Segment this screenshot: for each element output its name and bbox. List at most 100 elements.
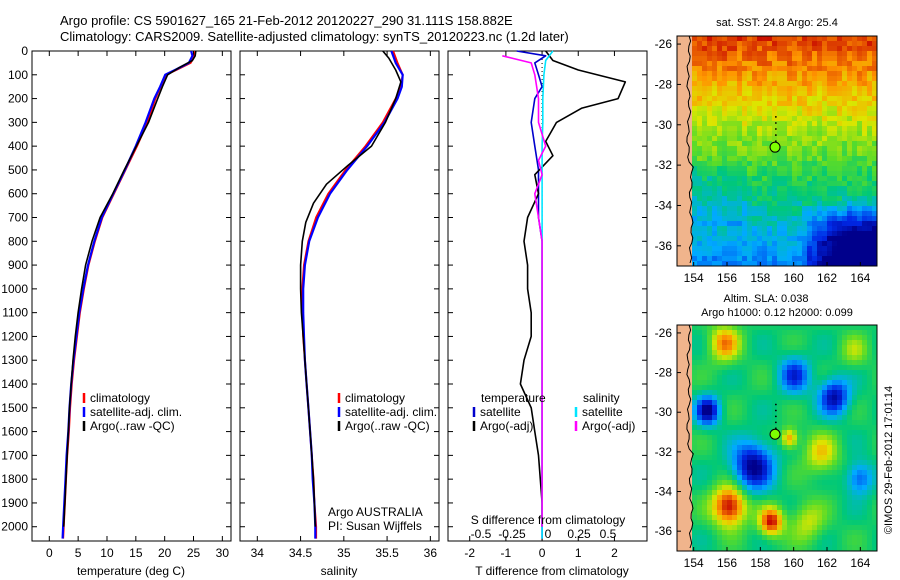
sst-cell xyxy=(682,206,688,212)
sst-cell xyxy=(692,136,698,142)
sla-cell xyxy=(837,355,843,361)
sst-cell xyxy=(757,91,763,97)
sla-cell xyxy=(722,355,728,361)
sla-cell xyxy=(827,440,833,446)
sla-cell xyxy=(812,355,818,361)
sst-cell xyxy=(722,201,728,207)
sst-cell xyxy=(777,86,783,92)
imos-watermark: ©IMOS 29-Feb-2012 17:01:14 xyxy=(883,386,895,534)
sst-cell xyxy=(677,151,683,157)
sla-cell xyxy=(677,465,683,471)
sla-cell xyxy=(707,510,713,516)
sst-cell xyxy=(832,86,838,92)
sla-cell xyxy=(697,430,703,436)
sla-cell xyxy=(837,405,843,411)
sst-cell xyxy=(772,186,778,192)
sla-cell xyxy=(787,375,793,381)
sst-cell xyxy=(822,166,828,172)
sst-cell xyxy=(742,106,748,112)
sla-cell xyxy=(847,440,853,446)
sla-cell xyxy=(732,515,738,521)
sla-cell xyxy=(707,500,713,506)
sla-cell xyxy=(752,475,758,481)
difference-plot-frame xyxy=(447,50,648,542)
sst-cell xyxy=(852,191,858,197)
sla-cell xyxy=(817,515,823,521)
sst-cell xyxy=(867,46,873,52)
sla-cell xyxy=(817,505,823,511)
sst-cell xyxy=(707,251,713,257)
sst-cell xyxy=(692,166,698,172)
sst-cell xyxy=(717,151,723,157)
sst-cell xyxy=(737,236,743,242)
sst-cell xyxy=(702,196,708,202)
sla-cell xyxy=(707,360,713,366)
sla-cell xyxy=(832,405,838,411)
sst-cell xyxy=(717,196,723,202)
sla-cell xyxy=(682,385,688,391)
sst-cell xyxy=(677,226,683,232)
sst-cell xyxy=(872,61,877,67)
sla-cell xyxy=(732,540,738,546)
sst-cell xyxy=(727,131,733,137)
sla-cell xyxy=(802,325,808,331)
sst-cell xyxy=(707,81,713,87)
sla-cell xyxy=(682,430,688,436)
sla-cell xyxy=(867,350,873,356)
sla-cell xyxy=(762,390,768,396)
sst-cell xyxy=(787,166,793,172)
sst-cell xyxy=(732,126,738,132)
sla-cell xyxy=(722,370,728,376)
sla-cell xyxy=(827,395,833,401)
sst-cell xyxy=(717,261,723,266)
sla-cell xyxy=(732,440,738,446)
sst-track-dot xyxy=(774,134,777,136)
sla-cell xyxy=(707,385,713,391)
sla-cell xyxy=(677,545,683,551)
sst-cell xyxy=(692,126,698,132)
sla-coastline xyxy=(686,325,694,549)
sst-cell xyxy=(697,136,703,142)
sla-cell xyxy=(837,490,843,496)
sst-cell xyxy=(792,126,798,132)
sla-cell xyxy=(862,545,868,551)
sst-cell xyxy=(747,156,753,162)
sla-track-dot xyxy=(774,421,777,424)
sla-cell xyxy=(677,325,683,331)
sst-cell xyxy=(697,131,703,137)
sla-cell xyxy=(722,470,728,476)
sst-cell xyxy=(777,211,783,217)
sst-cell xyxy=(817,161,823,167)
sla-cell xyxy=(742,410,748,416)
sla-cell xyxy=(752,340,758,346)
sla-cell xyxy=(722,515,728,521)
sla-map-title-line2: Argo h1000: 0.12 h2000: 0.099 xyxy=(701,307,853,319)
series-line-argo-raw-qc- xyxy=(299,50,402,527)
sst-cell xyxy=(847,206,853,212)
sst-cell xyxy=(837,131,843,137)
sst-cell xyxy=(822,246,828,252)
sst-cell xyxy=(872,226,877,232)
sla-cell xyxy=(752,445,758,451)
sst-cell xyxy=(807,226,813,232)
sst-cell xyxy=(677,36,683,42)
sla-cell xyxy=(682,465,688,471)
sst-cell xyxy=(832,76,838,82)
sst-cell xyxy=(867,141,873,147)
sst-cell xyxy=(812,261,818,266)
sst-cell xyxy=(797,116,803,122)
sla-cell xyxy=(797,390,803,396)
sla-cell xyxy=(867,490,873,496)
sst-cell xyxy=(772,51,778,57)
sst-cell xyxy=(732,231,738,237)
sla-cell xyxy=(732,475,738,481)
sla-cell xyxy=(692,325,698,331)
sla-cell xyxy=(727,500,733,506)
sst-cell xyxy=(727,196,733,202)
sst-cell xyxy=(852,226,858,232)
sla-cell xyxy=(832,380,838,386)
sst-cell xyxy=(802,91,808,97)
sla-cell xyxy=(687,410,693,416)
sst-frame xyxy=(676,35,878,267)
sla-cell xyxy=(842,475,848,481)
